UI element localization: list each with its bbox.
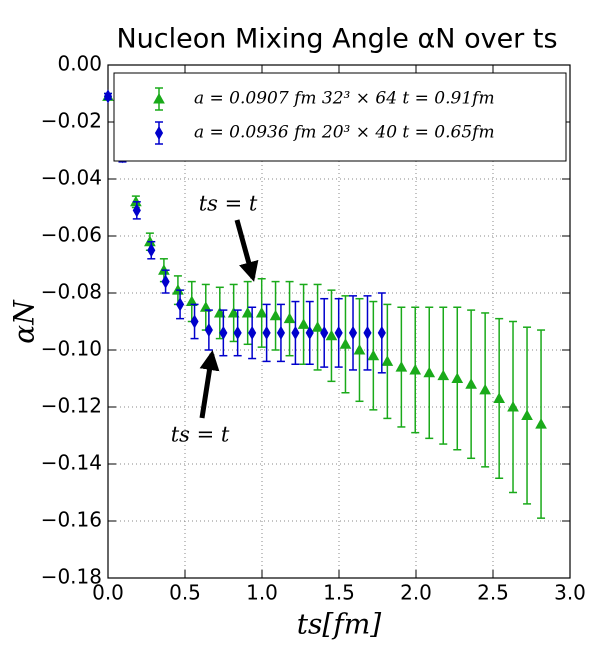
x-tick-label: 0.5: [169, 581, 201, 605]
marker: [334, 325, 343, 340]
marker: [395, 361, 408, 372]
marker: [381, 355, 394, 366]
marker: [437, 369, 450, 381]
marker: [305, 325, 314, 340]
marker: [255, 306, 268, 318]
marker: [479, 383, 491, 395]
marker: [262, 325, 271, 340]
marker: [493, 392, 506, 403]
legend-box: [113, 72, 567, 162]
marker: [204, 323, 213, 338]
marker: [348, 325, 358, 340]
legend: a = 0.0907 fm 32³ × 64 t = 0.91fm a = 0.0…: [113, 72, 567, 162]
x-tick-label: 2.0: [400, 581, 432, 605]
plot-frame: [107, 64, 571, 579]
marker: [199, 301, 212, 312]
marker: [297, 318, 310, 329]
x-tick-label: 3.0: [554, 581, 586, 605]
legend-label: a = 0.0907 fm 32³ × 64 t = 0.91fm: [194, 89, 495, 109]
marker: [147, 243, 156, 258]
marker: [409, 363, 422, 375]
annotation-arrow: [234, 219, 259, 282]
annotation: ts = t: [171, 423, 230, 447]
marker: [103, 89, 113, 104]
y-tick-label: −0.18: [41, 565, 102, 589]
marker: [291, 325, 300, 340]
x-tick-label: 1.0: [246, 581, 278, 605]
marker: [276, 325, 286, 340]
y-tick-label: −0.10: [41, 337, 102, 361]
marker: [241, 306, 254, 318]
y-tick-label: −0.12: [41, 394, 102, 418]
marker: [377, 325, 386, 340]
marker: [353, 343, 366, 355]
x-tick-label: 2.5: [477, 581, 509, 605]
x-tick-label: 0.0: [92, 581, 124, 605]
marker: [219, 325, 228, 340]
chart-title: Nucleon Mixing Angle αN over ts: [116, 24, 557, 55]
y-tick-label: −0.16: [41, 508, 102, 532]
marker: [311, 321, 324, 332]
marker: [283, 312, 296, 324]
marker: [325, 329, 338, 341]
marker: [227, 306, 240, 318]
y-tick-label: −0.14: [41, 451, 102, 475]
marker: [363, 325, 372, 340]
plot-layer: 0.0 0.5 1.0 1.5 2.0 2.5 3.0 0.00 −0.02 −0.04 −0.06…: [41, 52, 586, 605]
marker: [367, 349, 380, 361]
annotation-arrow: [199, 350, 220, 419]
marker: [535, 418, 547, 429]
marker: [521, 409, 533, 421]
marker: [465, 378, 477, 389]
legend-label: a = 0.0936 fm 20³ × 40 t = 0.65fm: [194, 123, 495, 143]
marker: [423, 366, 436, 378]
marker: [233, 325, 242, 340]
x-axis-label: ts[fm]: [297, 608, 381, 641]
annotation: ts = t: [199, 192, 258, 216]
marker: [153, 92, 165, 104]
marker: [132, 203, 141, 218]
marker: [154, 126, 164, 140]
y-tick-label: −0.02: [41, 109, 102, 133]
marker: [161, 274, 170, 289]
y-tick-label: −0.06: [41, 223, 102, 247]
marker: [175, 297, 185, 312]
y-tick-label: −0.04: [41, 166, 102, 190]
marker: [507, 400, 519, 412]
marker: [213, 306, 226, 318]
marker: [185, 295, 198, 307]
marker: [248, 325, 257, 340]
y-axis-label: αN: [8, 299, 41, 344]
y-tick-label: −0.08: [41, 280, 102, 304]
marker: [269, 309, 282, 321]
x-tick-label: 1.5: [323, 581, 355, 605]
marker: [190, 314, 199, 329]
marker: [451, 372, 464, 383]
marker: [339, 338, 352, 349]
y-tick-label: 0.00: [57, 52, 102, 76]
marker: [320, 325, 329, 340]
